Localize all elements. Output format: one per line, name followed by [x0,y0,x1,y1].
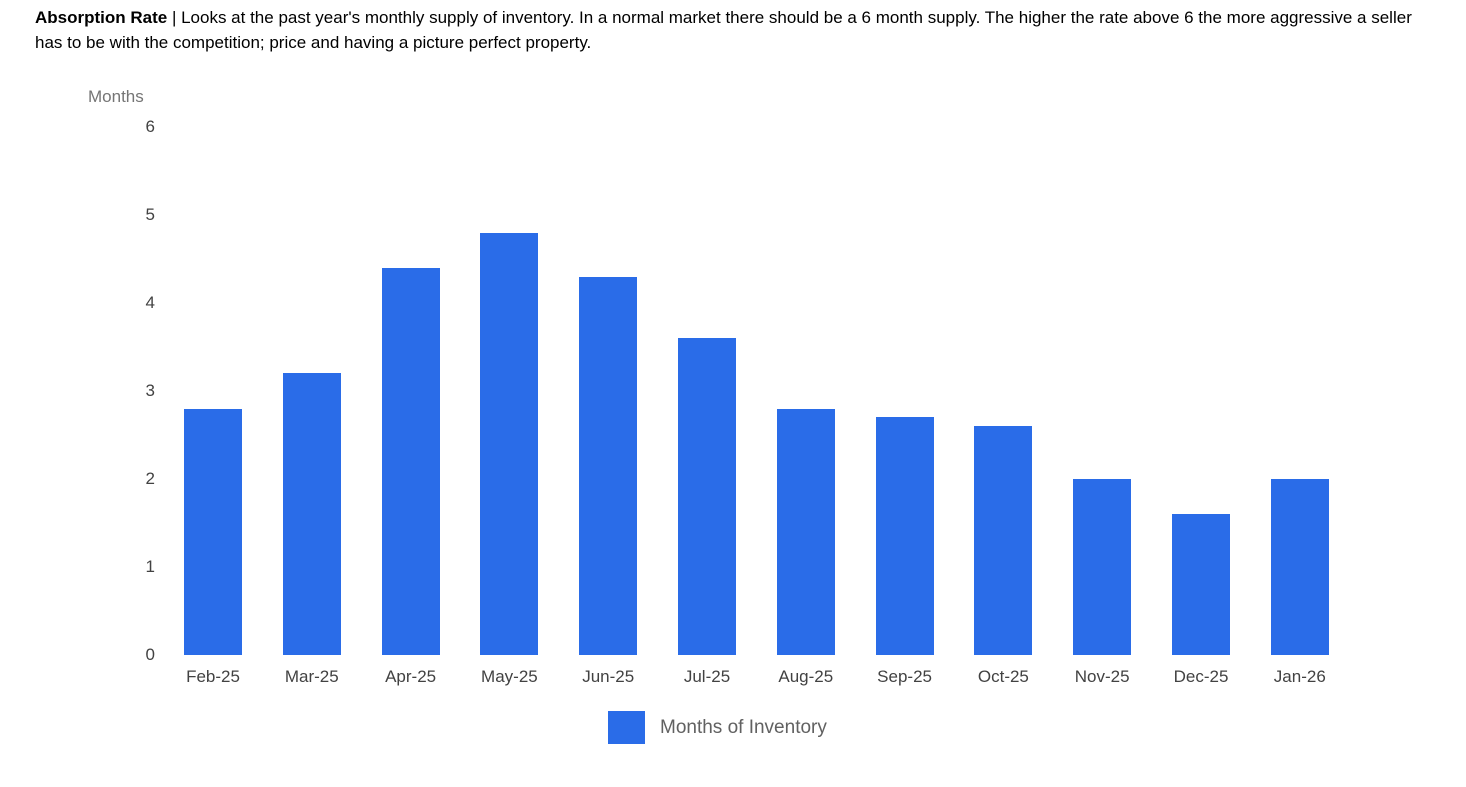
x-tick-label: Aug-25 [778,667,834,686]
x-tick-label: Dec-25 [1173,667,1229,686]
y-tick-label: 5 [145,205,155,224]
y-tick-label: 0 [145,645,155,664]
x-tick-label: Jun-25 [582,667,635,686]
bar-Aug-25 [776,408,835,655]
y-tick-label: 1 [145,557,155,576]
bar-Sep-25 [875,417,934,655]
chart-description-text: | Looks at the past year's monthly suppl… [35,8,1412,52]
x-tick-label: May-25 [481,667,538,686]
bar-Jan-26 [1270,479,1329,655]
x-tick-label: Oct-25 [977,667,1029,686]
x-tick-label: Sep-25 [877,667,932,686]
x-tick-label: Nov-25 [1074,667,1130,686]
bar-Oct-25 [974,426,1033,655]
x-tick-label: Jul-25 [683,667,731,686]
x-tick-label: Mar-25 [284,667,339,686]
bar-Nov-25 [1073,479,1132,655]
bar-Jun-25 [579,276,638,655]
x-tick-label: Apr-25 [385,667,437,686]
x-tick-label: Feb-25 [186,667,240,686]
chart-title: Absorption Rate [35,8,168,27]
y-tick-label: 2 [145,469,155,488]
bar-Feb-25 [184,408,242,655]
y-tick-label: 4 [145,293,155,312]
bar-Mar-25 [282,373,341,655]
legend: Months of Inventory [608,711,827,744]
bar-May-25 [480,232,539,655]
bar-Apr-25 [381,267,440,655]
y-tick-label: 3 [145,381,155,400]
y-axis-title: Months [88,87,144,106]
y-tick-label: 6 [145,117,155,136]
legend-label: Months of Inventory [660,716,827,738]
bar-Jul-25 [678,338,736,655]
legend-color-swatch [608,711,645,744]
x-tick-label: Jan-26 [1273,667,1326,686]
chart-description: Absorption Rate | Looks at the past year… [35,5,1437,55]
bar-Dec-25 [1172,514,1230,655]
